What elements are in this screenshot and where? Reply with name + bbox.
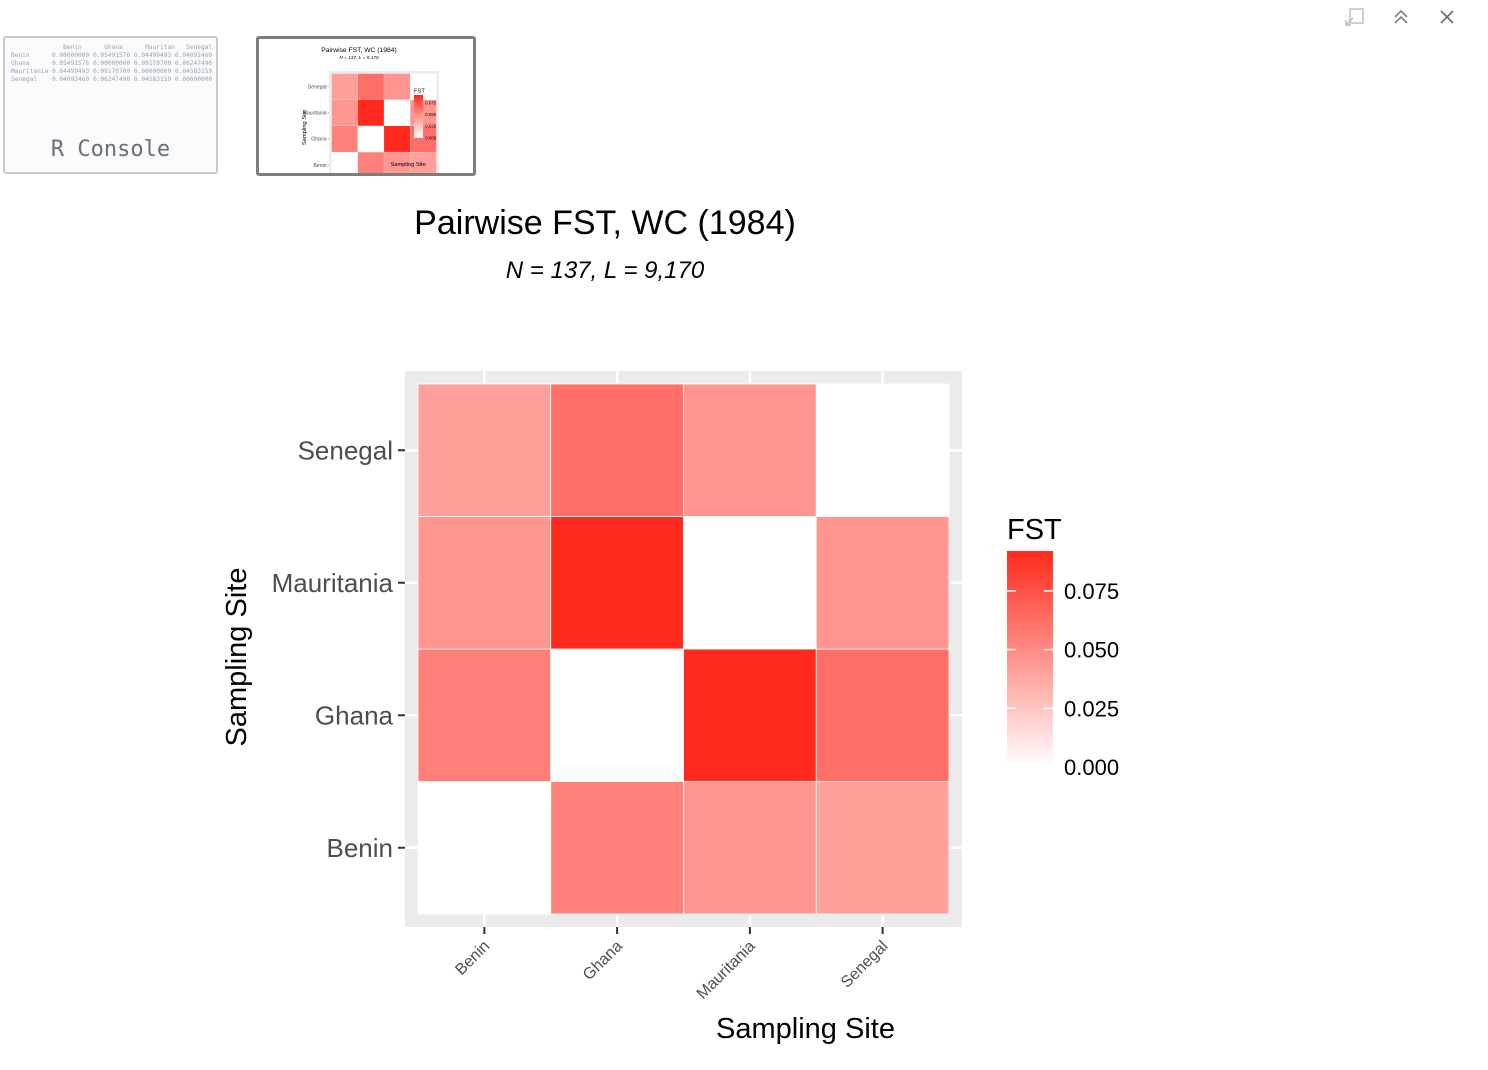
chart-subtitle: N = 137, L = 9,170	[339, 55, 379, 61]
heatmap-cell	[357, 73, 385, 100]
heatmap-cell	[383, 99, 411, 126]
legend-title: FST	[1007, 514, 1062, 546]
heatmap-cell	[550, 781, 684, 915]
chart-subtitle: N = 137, L = 9,170	[506, 257, 705, 284]
r-console-thumbnail[interactable]: Benin Ghana Mauritan Senegal Benin 0.000…	[3, 36, 218, 174]
y-tick-label: Mauritania	[272, 568, 394, 598]
heatmap-cell	[417, 781, 552, 915]
close-button[interactable]	[1434, 4, 1460, 30]
y-axis-label: Sampling Site	[221, 568, 253, 747]
legend-label: 0.025	[425, 124, 436, 129]
heatmap-cell	[331, 73, 358, 100]
legend-label: 0.075	[1064, 579, 1119, 604]
heatmap-cell	[550, 648, 684, 782]
heatmap-cell	[683, 781, 817, 915]
x-axis-label: Sampling Site	[716, 1013, 895, 1045]
heatmap-cell	[815, 516, 950, 650]
y-tick-label: Mauritania	[303, 111, 327, 117]
console-table: Benin Ghana Mauritan Senegal Benin 0.000…	[11, 44, 213, 83]
x-tick-label: Benin	[452, 938, 493, 979]
heatmap-cell	[815, 383, 950, 517]
heatmap-cell	[417, 516, 552, 650]
popout-icon	[1345, 8, 1364, 26]
x-axis-label: Sampling Site	[390, 162, 425, 168]
legend-label: 0.050	[425, 112, 436, 117]
close-icon	[1440, 10, 1454, 24]
chart-title: Pairwise FST, WC (1984)	[414, 204, 796, 242]
plot-thumbnail-preview: Pairwise FST, WC (1984)N = 137, L = 9,17…	[302, 47, 439, 173]
y-tick-label: Ghana	[315, 700, 394, 730]
heatmap-cell	[815, 648, 950, 782]
heatmap-cell	[331, 125, 358, 153]
y-axis-label: Sampling Site	[302, 110, 308, 145]
heatmap-cell	[550, 383, 684, 517]
window-controls	[1342, 4, 1460, 30]
console-label: R Console	[50, 137, 171, 162]
heatmap-cell	[683, 383, 817, 517]
x-tick-label: Ghana	[580, 938, 626, 984]
heatmap-cell	[417, 648, 552, 782]
legend-label: 0.050	[1064, 638, 1119, 663]
heatmap-cell	[683, 516, 817, 650]
popout-button[interactable]	[1342, 4, 1368, 30]
legend-title: FST	[414, 89, 425, 95]
collapse-button[interactable]	[1388, 4, 1414, 30]
y-tick-label: Ghana	[311, 137, 327, 143]
legend-colorbar	[414, 95, 424, 138]
heatmap-cell	[383, 73, 411, 100]
legend-label: 0.000	[1064, 755, 1119, 780]
legend-label: 0.075	[425, 100, 436, 105]
y-tick-label: Benin	[327, 833, 394, 863]
heatmap-cell	[550, 516, 684, 650]
x-tick-label: Senegal	[838, 938, 892, 992]
heatmap-cell	[417, 383, 552, 517]
y-tick-label: Senegal	[298, 435, 393, 465]
heatmap-cell	[383, 125, 411, 153]
heatmap-cell	[815, 781, 950, 915]
legend-label: 0.025	[1064, 696, 1119, 721]
heatmap-cell	[683, 648, 817, 782]
x-tick-label: Mauritania	[694, 938, 759, 1003]
plot-thumbnail[interactable]: Pairwise FST, WC (1984) N = 137, L = 9,17…	[256, 36, 476, 176]
legend-colorbar	[1007, 551, 1053, 767]
y-tick-label: Benin	[314, 163, 327, 169]
legend-label: 0.000	[425, 135, 436, 140]
heatmap-cell	[357, 125, 385, 153]
chart-title: Pairwise FST, WC (1984)	[321, 47, 396, 54]
collapse-icon	[1394, 9, 1408, 24]
y-tick-label: Senegal	[308, 84, 327, 90]
